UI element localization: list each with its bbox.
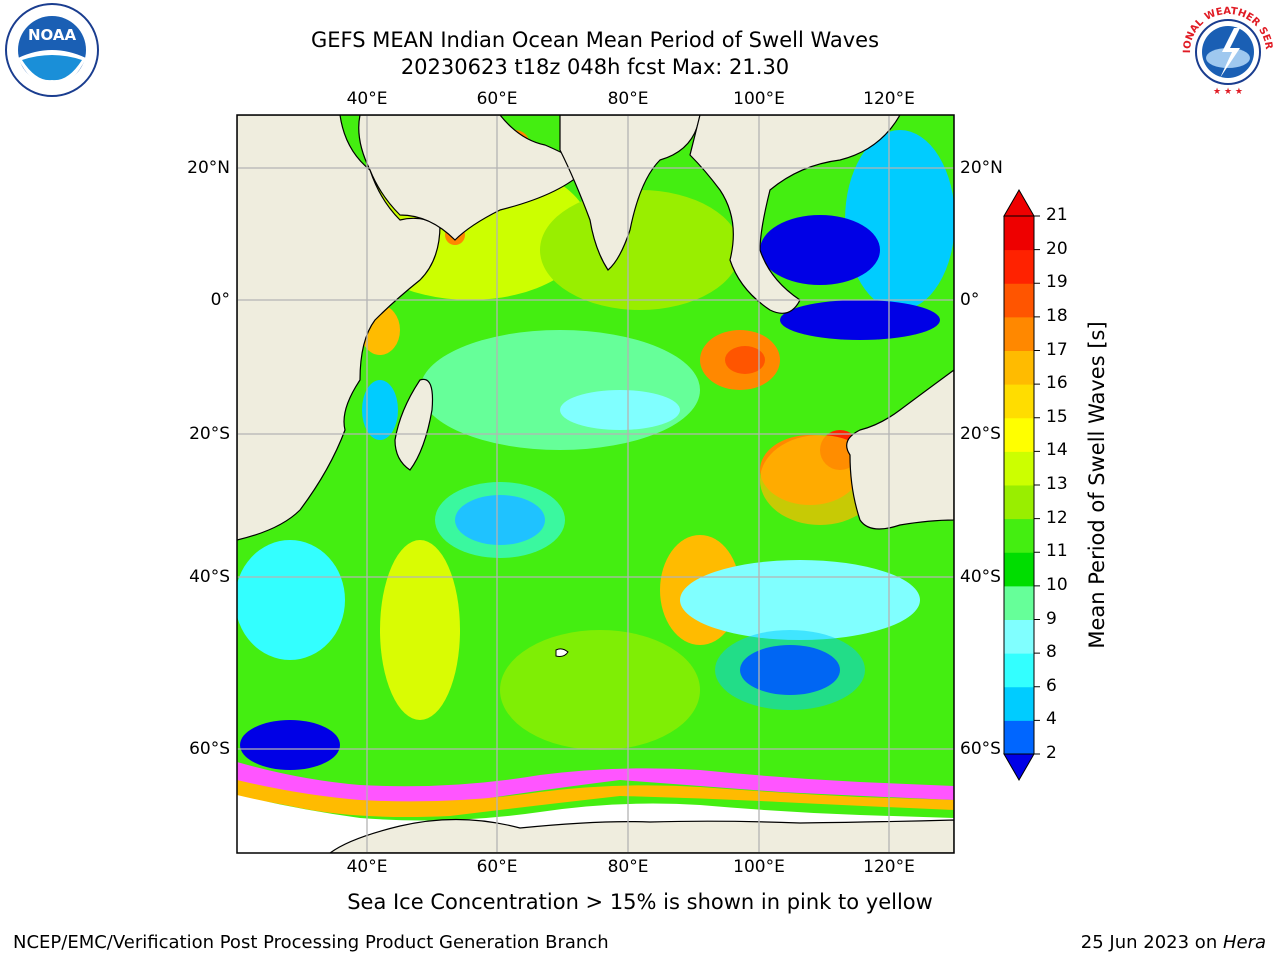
colorbar-tick-label: 21 xyxy=(1046,205,1068,225)
colorbar-tick-label: 13 xyxy=(1046,474,1068,494)
colorbar-segment xyxy=(1004,316,1034,351)
colorbar-max-arrow xyxy=(1003,188,1035,217)
nws-logo: NATIONAL WEATHER SERVICE ★ ★ ★ xyxy=(1178,2,1274,98)
colorbar-tick-label: 9 xyxy=(1046,608,1057,629)
madagascar-land xyxy=(394,378,434,471)
colorbar-tick-label: 4 xyxy=(1046,709,1057,730)
colorbar-segment xyxy=(1004,552,1034,587)
colorbar-segment xyxy=(1004,249,1034,284)
colorbar-segment xyxy=(1004,518,1034,553)
lat-label-right: 20°N xyxy=(960,158,1003,178)
lat-label-left: 40°S xyxy=(189,567,230,587)
colorbar-segment xyxy=(1004,283,1034,318)
arabia-land xyxy=(358,115,586,241)
colorbar-tick-label: 20 xyxy=(1046,238,1068,259)
lon-label-bottom: 120°E xyxy=(863,857,915,877)
map-subtitle: 20230623 t18z 048h fcst Max: 21.30 xyxy=(400,55,790,79)
lon-label-top: 100°E xyxy=(733,89,785,109)
lon-label-bottom: 100°E xyxy=(733,857,785,877)
colorbar-segment xyxy=(1004,350,1034,385)
svg-text:★ ★ ★: ★ ★ ★ xyxy=(1213,87,1243,97)
colorbar-segment xyxy=(1004,653,1034,688)
colorbar-tick-label: 10 xyxy=(1046,574,1068,595)
colorbar-tick-label: 6 xyxy=(1046,675,1057,696)
map-title: GEFS MEAN Indian Ocean Mean Period of Sw… xyxy=(310,28,880,52)
lon-label-top: 40°E xyxy=(346,89,388,109)
australia-land xyxy=(846,369,954,530)
colorbar-label: Mean Period of Swell Waves [s] xyxy=(1085,321,1109,649)
footer-date: 25 Jun 2023 on Hera xyxy=(1081,932,1266,953)
lon-label-top: 60°E xyxy=(476,89,518,109)
colorbar-segment xyxy=(1004,417,1034,452)
colorbar-tick-label: 8 xyxy=(1046,642,1057,663)
noaa-logo: NOAA xyxy=(5,3,99,97)
colorbar-tick-label: 15 xyxy=(1046,406,1068,427)
colorbar-tick-label: 16 xyxy=(1046,373,1068,394)
colorbar-segment xyxy=(1004,720,1034,755)
map-plot-area xyxy=(237,115,954,853)
antarctica-land xyxy=(328,818,954,853)
lat-label-left: 20°S xyxy=(189,424,230,444)
lat-label-right: 60°S xyxy=(960,739,1001,759)
lon-label-bottom: 40°E xyxy=(346,857,388,877)
lat-label-left: 0° xyxy=(210,290,230,310)
colorbar-tick-label: 19 xyxy=(1046,272,1068,293)
colorbar xyxy=(1003,188,1040,782)
footer-date-text: 25 Jun 2023 on xyxy=(1080,932,1223,953)
map-gridlines xyxy=(237,115,954,853)
lat-label-right: 20°S xyxy=(960,424,1001,444)
colorbar-tick-label: 2 xyxy=(1046,743,1057,763)
colorbar-tick-label: 18 xyxy=(1046,305,1068,326)
sea-ice-note: Sea Ice Concentration > 15% is shown in … xyxy=(347,890,933,914)
colorbar-segment xyxy=(1004,216,1034,251)
colorbar-segment xyxy=(1004,619,1034,654)
colorbar-tick-label: 17 xyxy=(1046,339,1068,360)
footer-credit: NCEP/EMC/Verification Post Processing Pr… xyxy=(13,932,609,953)
footer-host: Hera xyxy=(1222,932,1266,953)
lat-label-right: 0° xyxy=(960,290,980,310)
lat-label-right: 40°S xyxy=(960,567,1001,587)
lon-label-top: 120°E xyxy=(863,89,915,109)
colorbar-tick-label: 12 xyxy=(1046,507,1068,528)
sea-ice-band xyxy=(237,762,954,817)
colorbar-segment xyxy=(1004,451,1034,486)
colorbar-segment xyxy=(1004,485,1034,520)
colorbar-segment xyxy=(1004,384,1034,419)
colorbar-tick-label: 11 xyxy=(1046,541,1068,562)
lon-label-bottom: 60°E xyxy=(476,857,518,877)
india-land xyxy=(559,115,701,271)
map-frame xyxy=(236,114,955,854)
lon-label-top: 80°E xyxy=(607,89,649,109)
colorbar-tick-label: 14 xyxy=(1046,440,1068,461)
colorbar-segment xyxy=(1004,585,1034,620)
lat-label-left: 60°S xyxy=(189,739,230,759)
colorbar-segment xyxy=(1004,686,1034,721)
kerguelen-island xyxy=(555,648,569,657)
lat-label-left: 20°N xyxy=(187,158,230,178)
colorbar-min-arrow xyxy=(1003,753,1035,782)
svg-text:NOAA: NOAA xyxy=(28,26,77,44)
lon-label-bottom: 80°E xyxy=(607,857,649,877)
